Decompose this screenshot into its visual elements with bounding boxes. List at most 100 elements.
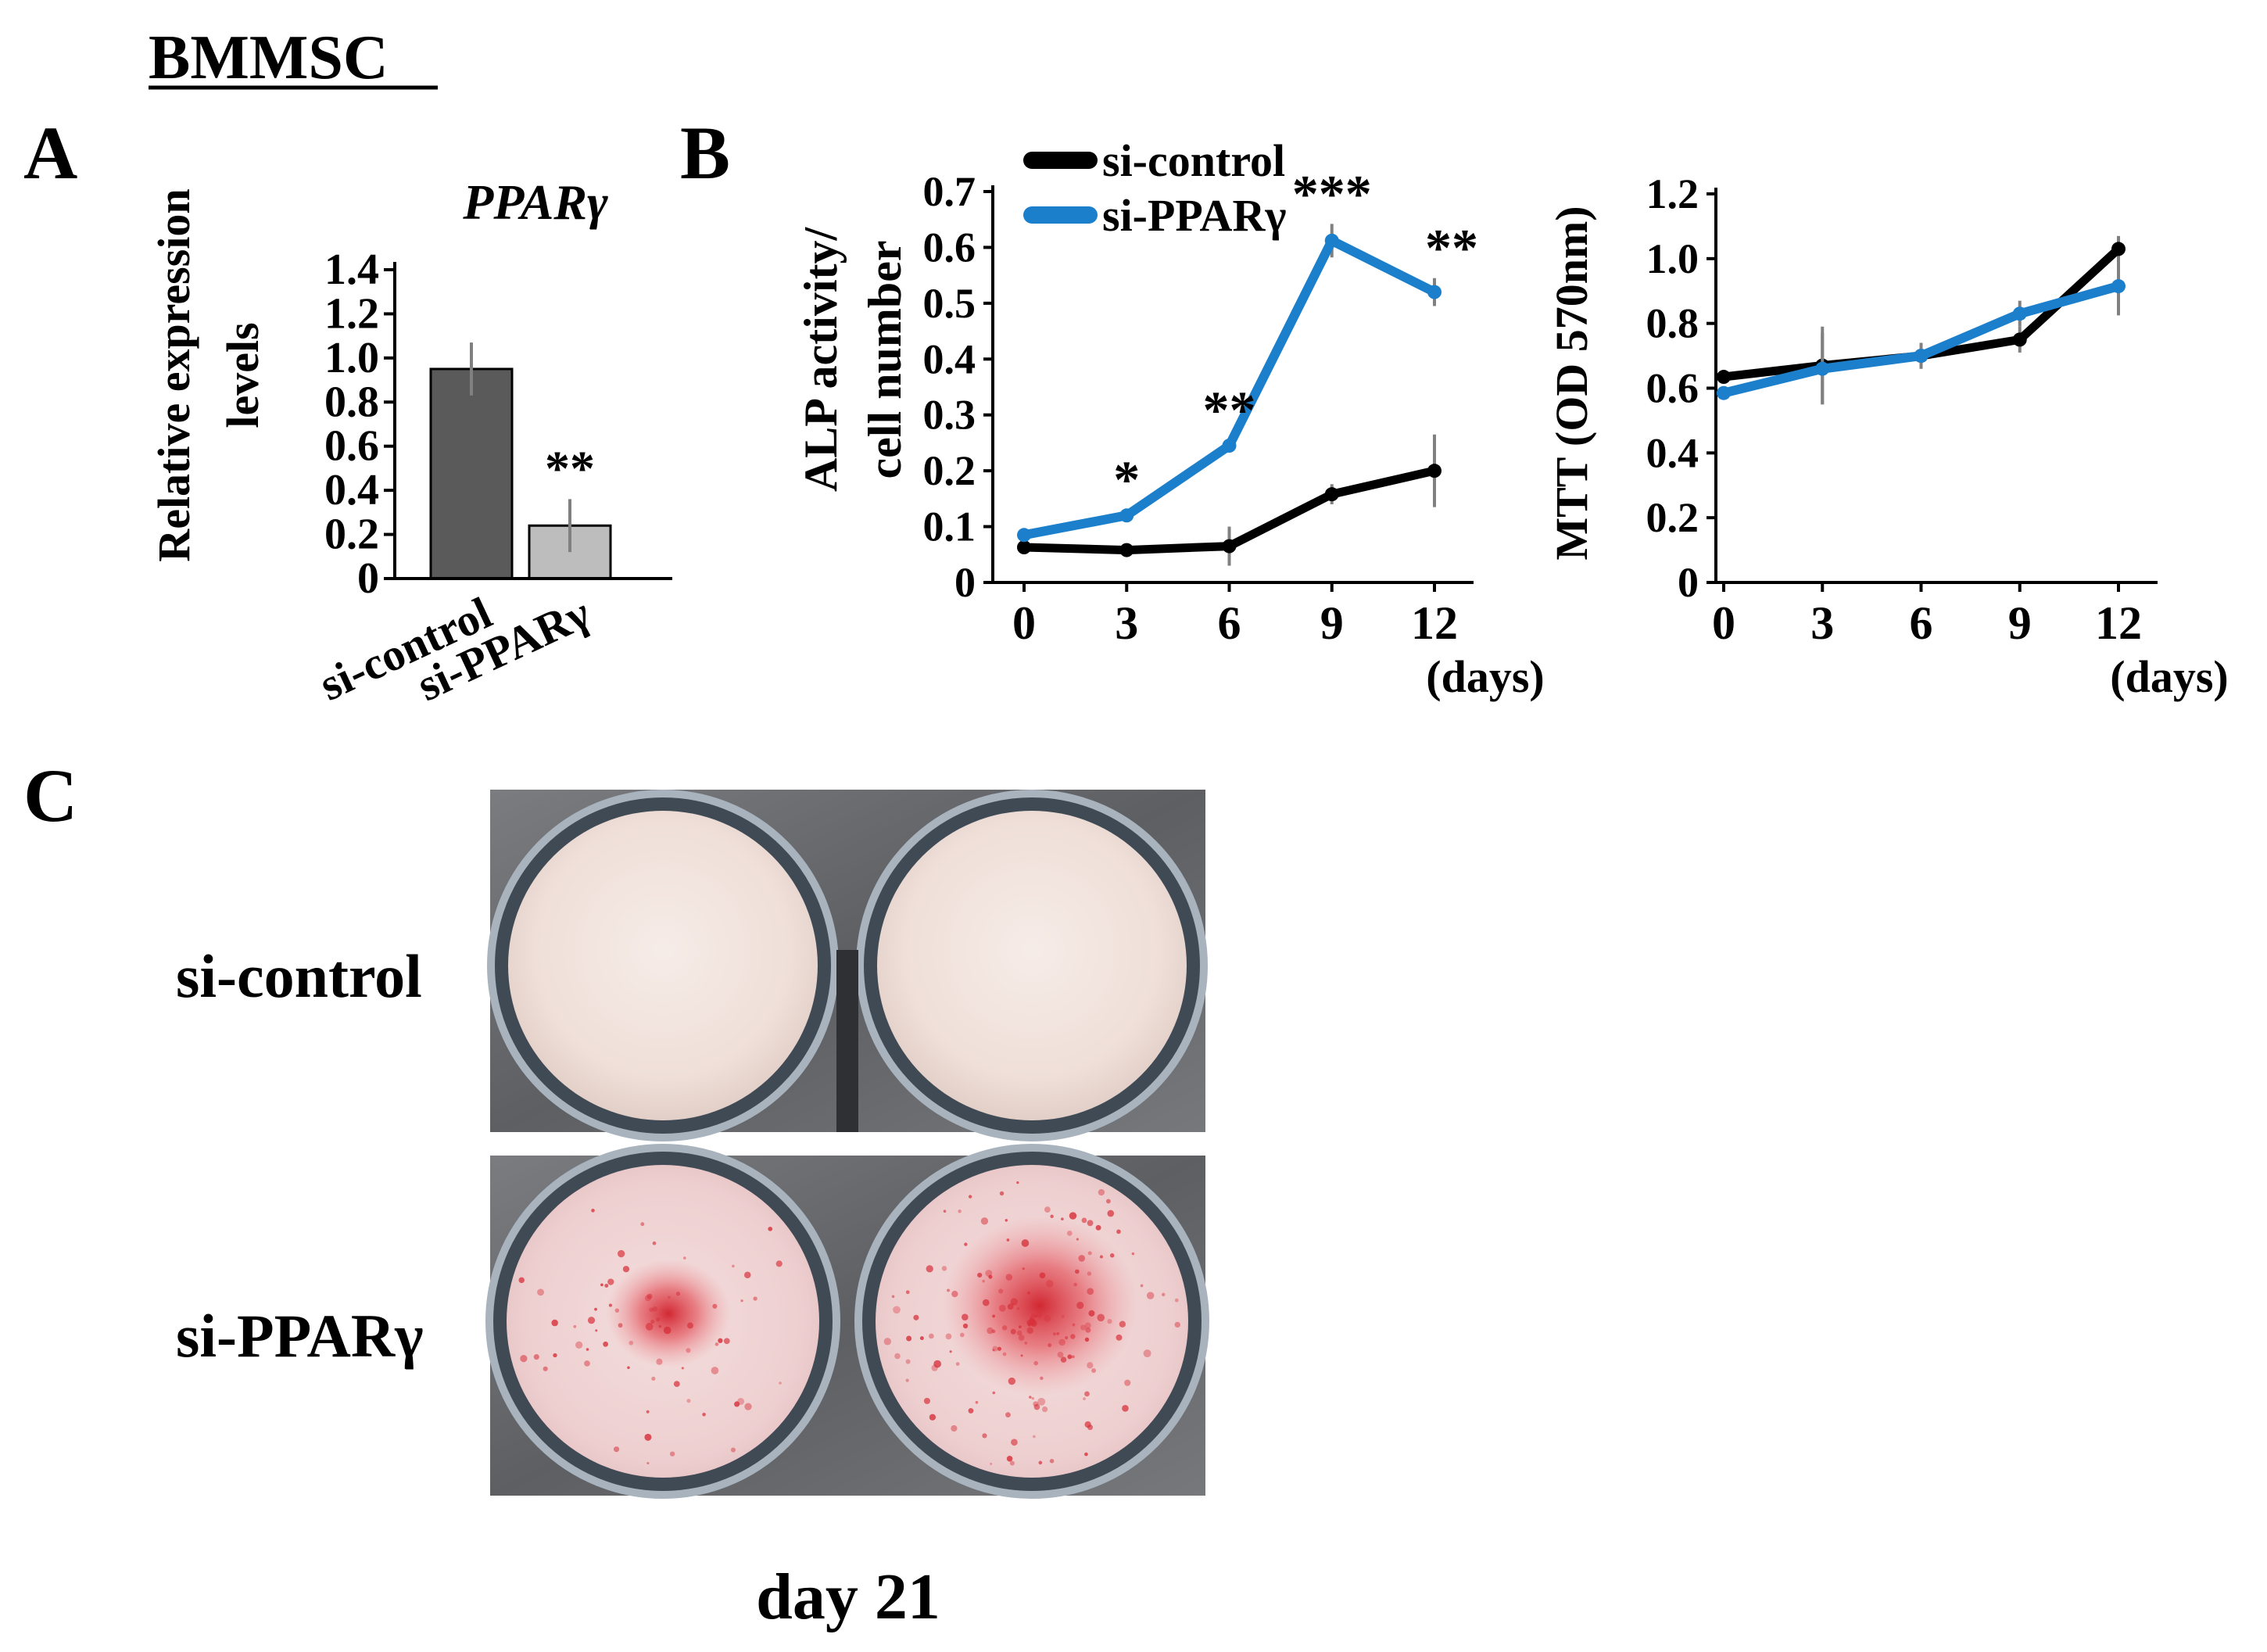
stain-speck [1040,1376,1044,1381]
stain-speck [1044,1315,1051,1322]
stain-speck [607,1278,614,1285]
xtick-label: 9 [1320,597,1344,649]
stain-speck [949,1350,952,1353]
stain-speck [594,1307,597,1311]
data-point [1427,464,1441,478]
stain-speck [682,1256,686,1260]
chart-b-mtt-ylabel-text: MTT (OD 570nm) [1546,206,1597,560]
stain-speck [669,1451,675,1457]
stain-speck [640,1222,645,1227]
stain-speck [629,1340,634,1346]
stain-speck [645,1322,654,1331]
stain-speck [991,1329,996,1334]
ytick-label: 0 [1678,559,1699,606]
stain-speck [753,1296,757,1301]
stain-speck [1010,1328,1016,1335]
stain-speck [913,1314,919,1321]
stain-speck [1088,1310,1095,1317]
stain-speck [1069,1212,1077,1220]
stain-speck [1044,1206,1051,1213]
stain-speck [1010,1298,1019,1306]
stain-speck [1143,1349,1151,1358]
legend-label-si-control: si-control [1102,135,1285,186]
stain-speck [933,1360,942,1368]
stain-speck [646,1410,650,1414]
ytick-label: 0.5 [923,280,976,327]
stain-speck [1008,1377,1016,1385]
stain-speck [1061,1314,1065,1318]
data-point [2012,306,2027,321]
stain-speck [1022,1267,1025,1270]
stain-speck [1098,1188,1105,1196]
stain-speck [1131,1252,1135,1256]
data-point [1222,439,1237,453]
chart-a-ylabel: Relative expression levels [149,188,268,561]
stain-speck [1119,1321,1126,1328]
stain-speck [1005,1274,1013,1281]
stain-speck [520,1355,528,1363]
stain-speck [712,1303,718,1309]
stain-speck [985,1270,993,1277]
stain-speck [968,1407,974,1414]
significance-marker: ** [1425,218,1478,278]
stain-speck [988,1274,993,1279]
ytick-label: 0.2 [1646,494,1699,541]
data-point [2012,332,2027,347]
stain-speck [1061,1217,1064,1221]
stain-speck [1033,1403,1040,1410]
stain-speck [943,1209,947,1213]
stain-speck [779,1381,782,1385]
stain-speck [1002,1352,1007,1356]
stain-speck [650,1320,655,1324]
stain-speck [1018,1335,1025,1341]
stain-speck [1033,1360,1039,1366]
chart-a-ytick-label: 1.4 [324,245,379,294]
stain-speck [891,1295,895,1299]
stain-speck [1012,1302,1015,1306]
chart-a-expression-bars: PPARγ Relative expression levels 00.20.4… [149,174,672,711]
stain-speck [686,1322,693,1329]
stain-speck [1056,1331,1060,1335]
data-point [1119,508,1134,523]
stain-speck [649,1307,654,1313]
plate-photo-si-ppar [485,1144,1209,1499]
stain-speck [730,1447,736,1453]
chart-b-alp-ylabel: ALP activity/ cell number [795,227,911,493]
stain-speck [1030,1313,1036,1319]
xtick-label: 0 [1012,597,1036,649]
stain-speck [1060,1356,1067,1363]
stain-speck [931,1364,938,1371]
stain-speck [627,1366,630,1370]
xtick-label: 3 [1115,597,1138,649]
stain-speck [665,1326,668,1330]
stain-speck [1057,1351,1064,1358]
stain-speck [1021,1239,1030,1247]
stain-speck [1087,1271,1092,1276]
stain-speck [998,1304,1006,1312]
stain-speck [1016,1330,1022,1336]
stain-speck [982,1433,987,1439]
plate-photo-si-control [487,790,1208,1141]
chart-b-mtt-line: MTT (OD 570nm) 0 0.2 0.4 0.6 0.8 1.0 1.2 0 3 6 9 12… [1546,170,2229,702]
stain-speck [656,1317,661,1322]
stain-speck [1045,1280,1054,1288]
stain-speck [646,1293,653,1299]
panel-c-row-label-ppar: si-PPARγ [176,1302,424,1370]
stain-speck [740,1299,743,1303]
stain-speck [992,1314,995,1318]
stain-speck [1066,1230,1073,1236]
stain-speck [1024,1341,1028,1345]
stain-speck [604,1284,609,1288]
stain-speck [923,1397,930,1404]
stain-speck [1087,1288,1094,1295]
stain-speck [584,1360,590,1367]
chart-a-ytick-label: 0.2 [324,511,379,559]
significance-marker: *** [1292,163,1372,223]
chart-b-alp-ylabel-line1: ALP activity/ [795,227,847,493]
stain-speck [744,1403,752,1410]
stain-speck [905,1359,911,1364]
stain-speck [1027,1291,1031,1295]
stain-speck [543,1366,548,1371]
stain-speck [723,1338,730,1345]
stain-speck [1087,1220,1094,1227]
